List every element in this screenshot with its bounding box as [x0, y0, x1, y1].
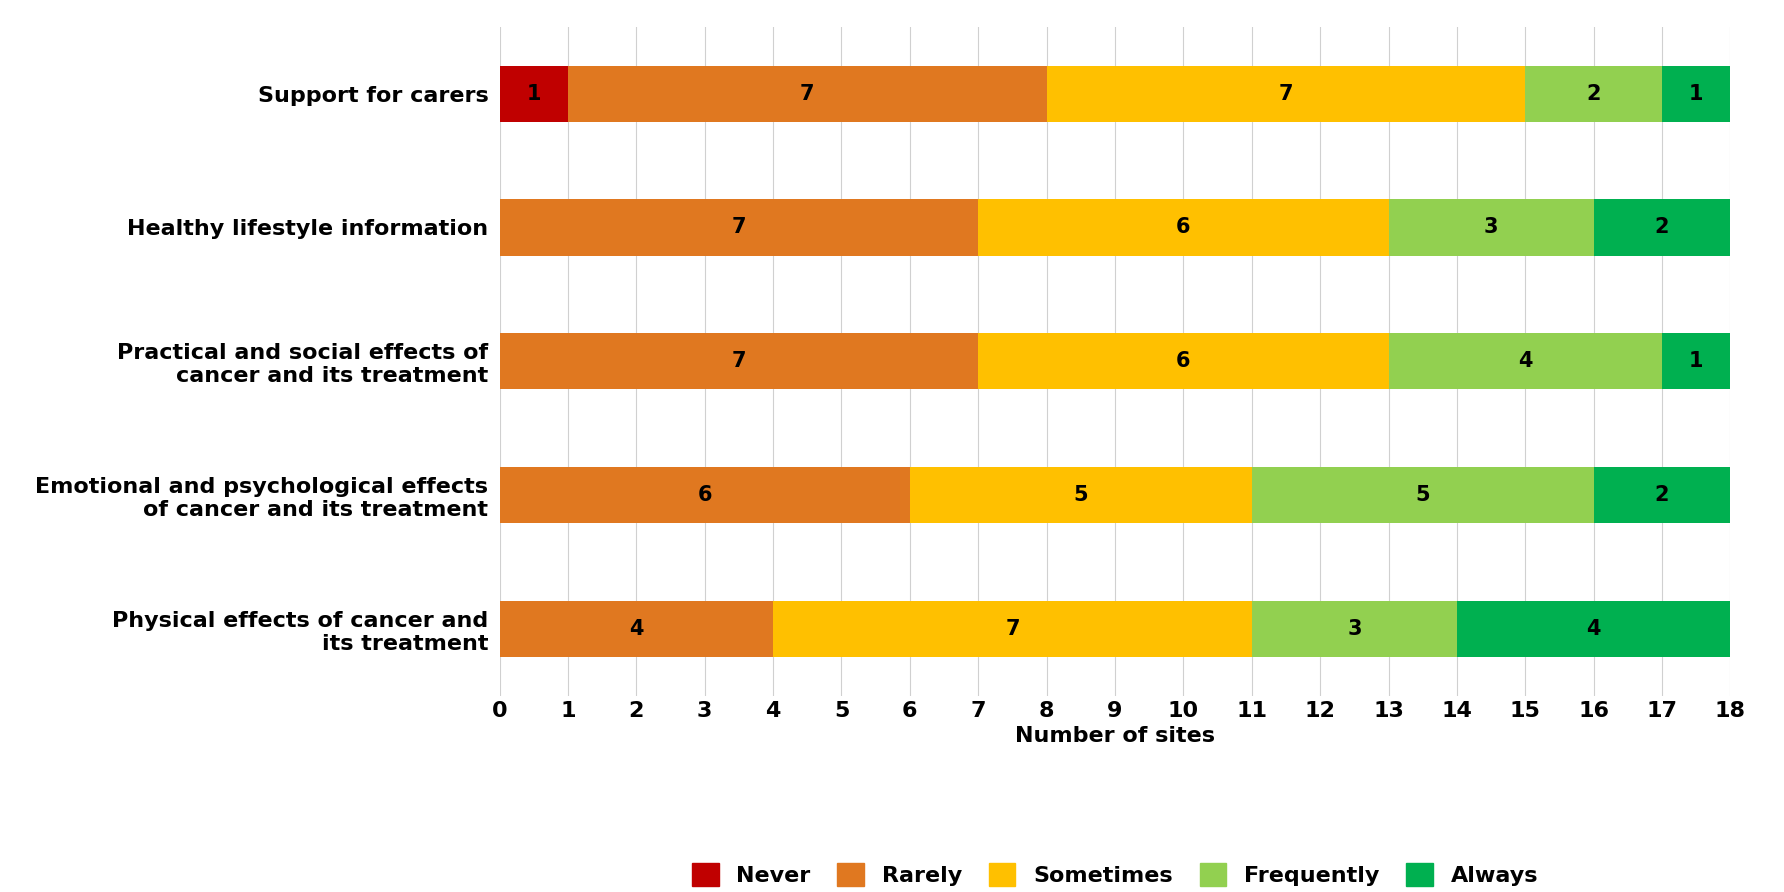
Bar	[1252, 601, 1458, 657]
Text: 6: 6	[1176, 218, 1190, 237]
Bar	[500, 601, 772, 657]
Bar	[1663, 66, 1730, 122]
Text: 1: 1	[526, 84, 541, 103]
Text: 1: 1	[1689, 84, 1704, 103]
Text: 3: 3	[1347, 619, 1361, 639]
Text: 1: 1	[1689, 351, 1704, 371]
Bar	[978, 199, 1388, 255]
Bar	[500, 199, 978, 255]
Bar	[978, 333, 1388, 389]
Text: 5: 5	[1415, 485, 1431, 505]
Text: 2: 2	[1656, 485, 1670, 505]
Text: 7: 7	[799, 84, 815, 103]
Bar	[1663, 333, 1730, 389]
Text: 4: 4	[1518, 351, 1532, 371]
Text: 6: 6	[698, 485, 712, 505]
Bar	[1388, 333, 1663, 389]
Bar	[1525, 66, 1663, 122]
Text: 7: 7	[1279, 84, 1293, 103]
Bar	[1388, 199, 1593, 255]
Text: 2: 2	[1586, 84, 1600, 103]
X-axis label: Number of sites: Number of sites	[1015, 726, 1215, 747]
Bar	[500, 333, 978, 389]
Bar	[500, 467, 910, 523]
Text: 7: 7	[731, 218, 746, 237]
Text: 4: 4	[1586, 619, 1600, 639]
Bar	[1252, 467, 1593, 523]
Bar	[910, 467, 1252, 523]
Text: 4: 4	[630, 619, 644, 639]
Text: 7: 7	[731, 351, 746, 371]
Legend: Never, Rarely, Sometimes, Frequently, Always: Never, Rarely, Sometimes, Frequently, Al…	[683, 854, 1547, 892]
Text: 3: 3	[1484, 218, 1499, 237]
Bar	[567, 66, 1047, 122]
Bar	[1047, 66, 1525, 122]
Text: 2: 2	[1656, 218, 1670, 237]
Bar	[1593, 199, 1730, 255]
Bar	[500, 66, 567, 122]
Text: 5: 5	[1074, 485, 1088, 505]
Bar	[1458, 601, 1730, 657]
Bar	[772, 601, 1252, 657]
Text: 7: 7	[1004, 619, 1020, 639]
Text: 6: 6	[1176, 351, 1190, 371]
Bar	[1593, 467, 1730, 523]
